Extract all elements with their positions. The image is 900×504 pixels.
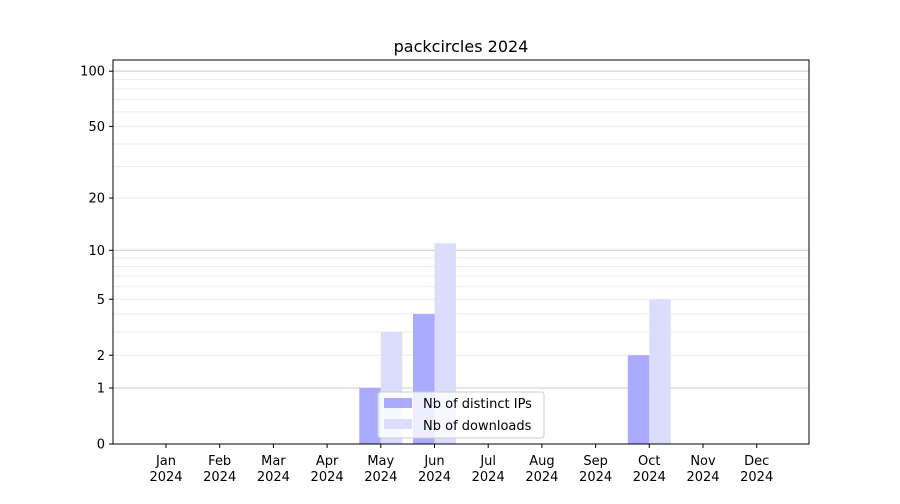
x-tick-label: Feb 2024 bbox=[203, 454, 236, 485]
y-tick-label: 1 bbox=[97, 382, 105, 397]
y-tick-label: 20 bbox=[88, 192, 105, 207]
chart-title: packcircles 2024 bbox=[394, 37, 529, 56]
x-tick-label: Jul 2024 bbox=[472, 454, 505, 485]
x-tick-label: Sep 2024 bbox=[579, 454, 612, 485]
legend: Nb of distinct IPs Nb of downloads bbox=[377, 391, 545, 439]
y-tick-label: 5 bbox=[97, 293, 105, 308]
x-tick-label: Oct 2024 bbox=[633, 454, 666, 485]
plot-frame bbox=[112, 59, 810, 445]
legend-swatch-ips bbox=[384, 398, 412, 408]
y-tick-label: 10 bbox=[88, 244, 105, 259]
x-tick-label: May 2024 bbox=[364, 454, 397, 485]
legend-label-ips: Nb of distinct IPs bbox=[423, 397, 532, 412]
x-tick-label: Apr 2024 bbox=[311, 454, 344, 485]
legend-swatch-downloads bbox=[384, 419, 412, 429]
bar-downloads bbox=[649, 299, 671, 444]
y-tick-label: 50 bbox=[88, 120, 105, 135]
x-tick-label: Dec 2024 bbox=[740, 454, 773, 485]
y-tick-label: 0 bbox=[97, 438, 105, 453]
y-tick-label: 2 bbox=[97, 349, 105, 364]
y-tick-label: 100 bbox=[80, 65, 105, 80]
bar-distinct-ips bbox=[627, 355, 650, 444]
x-tick-label: Jun 2024 bbox=[418, 454, 451, 485]
x-tick-label: Nov 2024 bbox=[686, 454, 719, 485]
legend-label-downloads: Nb of downloads bbox=[423, 419, 532, 434]
x-tick-label: Jan 2024 bbox=[149, 454, 182, 485]
x-tick-label: Aug 2024 bbox=[525, 454, 558, 485]
bar-distinct-ips bbox=[359, 388, 381, 444]
x-tick-label: Mar 2024 bbox=[257, 454, 290, 485]
